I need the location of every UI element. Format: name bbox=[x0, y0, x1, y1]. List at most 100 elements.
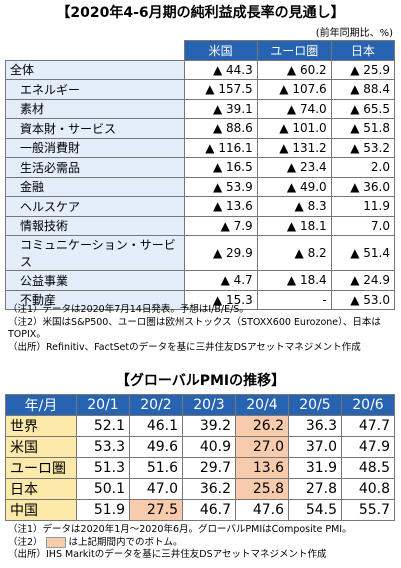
note: （注1）データは2020年1月～2020年6月。グローバルPMIはComposi… bbox=[8, 524, 352, 535]
cell: 7.0 bbox=[330, 215, 396, 236]
header-row: 米国 ユーロ圏 日本 bbox=[5, 40, 396, 61]
row-label: エネルギー bbox=[5, 79, 185, 100]
row-label: 公益事業 bbox=[5, 270, 185, 291]
cell: 39.2 bbox=[182, 415, 236, 437]
note: （注2）米国はS&P500、ユーロ圏は欧州ストックス（STOXX600 Euro… bbox=[8, 316, 381, 341]
cell: - bbox=[256, 289, 332, 310]
cell: ▲ 13.6 bbox=[183, 196, 258, 217]
row: ヘルスケア ▲ 13.6 ▲ 8.3 11.9 bbox=[5, 196, 396, 217]
note: （出所）Refinitiv、FactSetのデータを基に三井住友DSアセットマネ… bbox=[8, 341, 361, 353]
row: 公益事業 ▲ 4.7 ▲ 18.4 ▲ 24.9 bbox=[5, 270, 396, 291]
title: 【2020年4-6月期の純利益成長率の見通し】 bbox=[56, 5, 345, 21]
cell: ▲ 18.1 bbox=[256, 215, 332, 236]
cell: ▲ 49.0 bbox=[256, 176, 332, 197]
cell: ▲ 29.9 bbox=[183, 235, 258, 271]
row: エネルギー ▲ 157.5 ▲ 107.6 ▲ 88.4 bbox=[5, 79, 396, 100]
header-cell: ユーロ圏 bbox=[256, 40, 332, 61]
cell: 11.9 bbox=[330, 196, 396, 217]
cell: ▲ 53.0 bbox=[330, 289, 396, 310]
row: 不動産 ▲ 15.3- ▲ 53.0 bbox=[5, 289, 396, 310]
cell: 25.8 bbox=[235, 478, 289, 500]
cell: 36.2 bbox=[182, 478, 236, 500]
header-cell: 20/4 bbox=[235, 394, 289, 416]
header-cell: 日本 bbox=[330, 40, 396, 61]
cell: ▲ 53.2 bbox=[330, 137, 396, 158]
cell: 27.0 bbox=[235, 436, 289, 458]
row-label: 全体 bbox=[5, 59, 185, 80]
note: （出所）IHS Markitのデータを基に三井住友DSアセットマネジメント作成 bbox=[8, 549, 327, 560]
row-label: 日本 bbox=[5, 478, 77, 500]
cell: 49.6 bbox=[129, 436, 183, 458]
cell: ▲ 25.9 bbox=[330, 59, 396, 80]
cell: 40.8 bbox=[341, 478, 395, 500]
row-label: 素材 bbox=[5, 98, 185, 119]
header-cell: 20/3 bbox=[182, 394, 236, 416]
row-label: ヘルスケア bbox=[5, 196, 185, 217]
row-label: 資本財・サービス bbox=[5, 118, 185, 139]
cell: 52.1 bbox=[76, 415, 130, 437]
row-label: 不動産 bbox=[5, 289, 185, 310]
row: 生活必需品 ▲ 16.5 ▲ 23.4 2.0 bbox=[5, 157, 396, 178]
header-cell: 20/1 bbox=[76, 394, 130, 416]
note-prefix: （注2） bbox=[8, 536, 43, 548]
cell: ▲ 24.9 bbox=[330, 270, 396, 291]
row: 資本財・サービス ▲ 88.6 ▲ 101.0 ▲ 51.8 bbox=[5, 118, 396, 139]
cell: ▲ 157.5 bbox=[183, 79, 258, 100]
cell: 47.0 bbox=[129, 478, 183, 500]
header-cell: 年/月 bbox=[5, 394, 77, 416]
cell: ▲ 36.0 bbox=[330, 176, 396, 197]
header-cell: 米国 bbox=[183, 40, 258, 61]
row: 情報技術 ▲ 7.9 ▲ 18.1 7.0 bbox=[5, 215, 396, 236]
note-text: は上記期間内でのボトム。 bbox=[68, 536, 183, 548]
header-row: 年/月 20/1 20/2 20/3 20/4 20/5 20/6 bbox=[5, 394, 395, 416]
cell: 50.1 bbox=[76, 478, 130, 500]
cell: 53.3 bbox=[76, 436, 130, 458]
row-label: 世界 bbox=[5, 415, 77, 437]
cell: ▲ 8.3 bbox=[256, 196, 332, 217]
cell: ▲ 51.4 bbox=[330, 235, 396, 271]
header-cell: 20/5 bbox=[288, 394, 342, 416]
row: ユーロ圏 51.3 51.6 29.7 13.6 31.9 48.5 bbox=[5, 457, 395, 479]
cell: ▲ 16.5 bbox=[183, 157, 258, 178]
cell: ▲ 107.6 bbox=[256, 79, 332, 100]
cell: ▲ 15.3 bbox=[183, 289, 258, 310]
cell: 31.9 bbox=[288, 457, 342, 479]
cell: ▲ 101.0 bbox=[256, 118, 332, 139]
cell: 46.1 bbox=[129, 415, 183, 437]
cell: ▲ 51.8 bbox=[330, 118, 396, 139]
row: 一般消費財 ▲ 116.1 ▲ 131.2 ▲ 53.2 bbox=[5, 137, 396, 158]
cell: ▲ 116.1 bbox=[183, 137, 258, 158]
cell: 27.5 bbox=[129, 499, 183, 521]
header-cell: 20/6 bbox=[341, 394, 395, 416]
cell: ▲ 18.4 bbox=[256, 270, 332, 291]
cell: ▲ 8.2 bbox=[256, 235, 332, 271]
cell: ▲ 88.6 bbox=[183, 118, 258, 139]
cell: 51.6 bbox=[129, 457, 183, 479]
row: 日本 50.1 47.0 36.2 25.8 27.8 40.8 bbox=[5, 478, 395, 500]
cell: 40.9 bbox=[182, 436, 236, 458]
cell: 54.5 bbox=[288, 499, 342, 521]
cell: ▲ 74.0 bbox=[256, 98, 332, 119]
cell: 13.6 bbox=[235, 457, 289, 479]
cell: 36.3 bbox=[288, 415, 342, 437]
pmi-table: 年/月 20/1 20/2 20/3 20/4 20/5 20/6 世界 52.1 46.1 39.… bbox=[5, 394, 395, 521]
notes: （注1）データは2020年7月14日発表。予想はI/B/E/S。 （注2）米国はS… bbox=[8, 304, 401, 354]
cell: 51.9 bbox=[76, 499, 130, 521]
legend-box bbox=[45, 536, 66, 548]
cell: 27.8 bbox=[288, 478, 342, 500]
cell: ▲ 60.2 bbox=[256, 59, 332, 80]
cell: ▲ 88.4 bbox=[330, 79, 396, 100]
row: 素材 ▲ 39.1 ▲ 74.0 ▲ 65.5 bbox=[5, 98, 396, 119]
cell: 26.2 bbox=[235, 415, 289, 437]
row-label: 中国 bbox=[5, 499, 77, 521]
title: 【グローバルPMIの推移】 bbox=[115, 373, 286, 389]
row-label: コミュニケーション・サービス bbox=[5, 235, 185, 271]
header-cell: 20/2 bbox=[129, 394, 183, 416]
header-cell bbox=[5, 40, 185, 61]
cell: ▲ 131.2 bbox=[256, 137, 332, 158]
notes: （注1）データは2020年1月～2020年6月。グローバルPMIはComposi… bbox=[8, 524, 352, 562]
earnings-table: 米国 ユーロ圏 日本 全体 ▲ 44.3 ▲ 60.2 ▲ 25.9 エネルギー ▲ 157.5… bbox=[5, 40, 396, 310]
row-label: 金融 bbox=[5, 176, 185, 197]
row: 金融 ▲ 53.9 ▲ 49.0 ▲ 36.0 bbox=[5, 176, 396, 197]
